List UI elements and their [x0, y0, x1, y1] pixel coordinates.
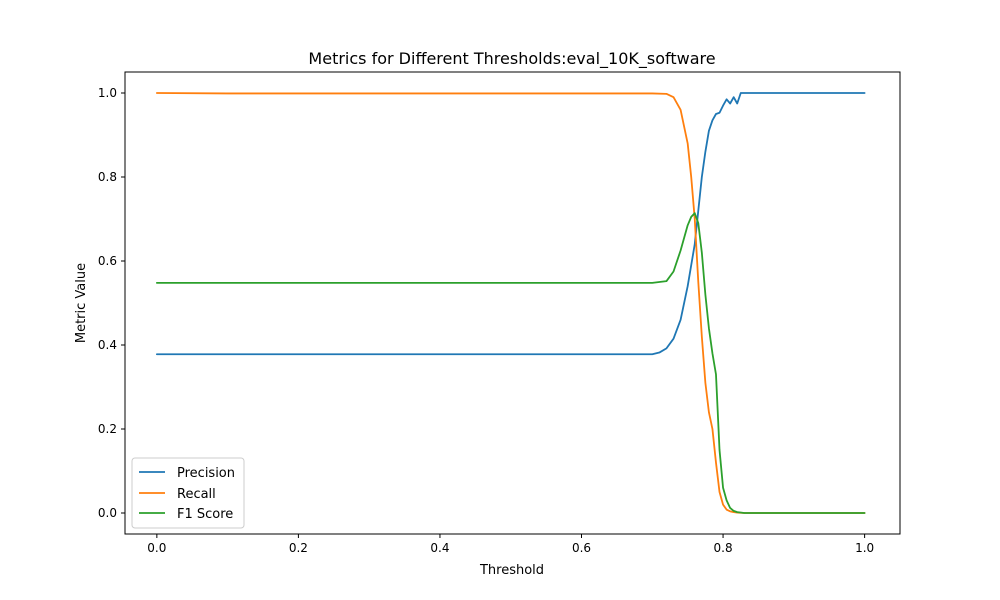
- ticks-layer: 0.0 0.2 0.4 0.6 0.8 1.0 0.0 0.2 0.4 0.6 0.8 1.0: [98, 86, 874, 555]
- legend-box: [131, 457, 245, 529]
- legend-recall-label: Recall: [177, 487, 216, 502]
- x-tick-label: 0.4: [430, 541, 449, 555]
- y-tick-label: 0.2: [98, 422, 117, 436]
- legend-f1-label: F1 Score: [177, 507, 233, 522]
- y-tick-label: 0.8: [98, 170, 117, 184]
- legend: Precision Recall F1 Score: [131, 457, 245, 529]
- series-line-f1-score: [155, 212, 866, 514]
- plot-background: [125, 72, 900, 534]
- legend-precision-label: Precision: [177, 466, 235, 481]
- series-layer: [155, 92, 866, 514]
- chart-title: Metrics for Different Thresholds:eval_10…: [308, 49, 715, 69]
- y-tick-label: 0.0: [98, 506, 117, 520]
- series-line-recall: [155, 92, 866, 514]
- y-tick-label: 0.6: [98, 254, 117, 268]
- series-line-precision: [155, 92, 866, 356]
- x-tick-label: 0.0: [147, 541, 166, 555]
- plot-frame: [124, 71, 901, 535]
- x-tick-label: 1.0: [855, 541, 874, 555]
- y-tick-label: 0.4: [98, 338, 117, 352]
- x-tick-label: 0.6: [572, 541, 591, 555]
- y-tick-label: 1.0: [98, 86, 117, 100]
- y-axis-label: Metric Value: [74, 263, 89, 343]
- x-tick-label: 0.2: [289, 541, 308, 555]
- x-tick-label: 0.8: [714, 541, 733, 555]
- x-axis-label: Threshold: [479, 563, 544, 578]
